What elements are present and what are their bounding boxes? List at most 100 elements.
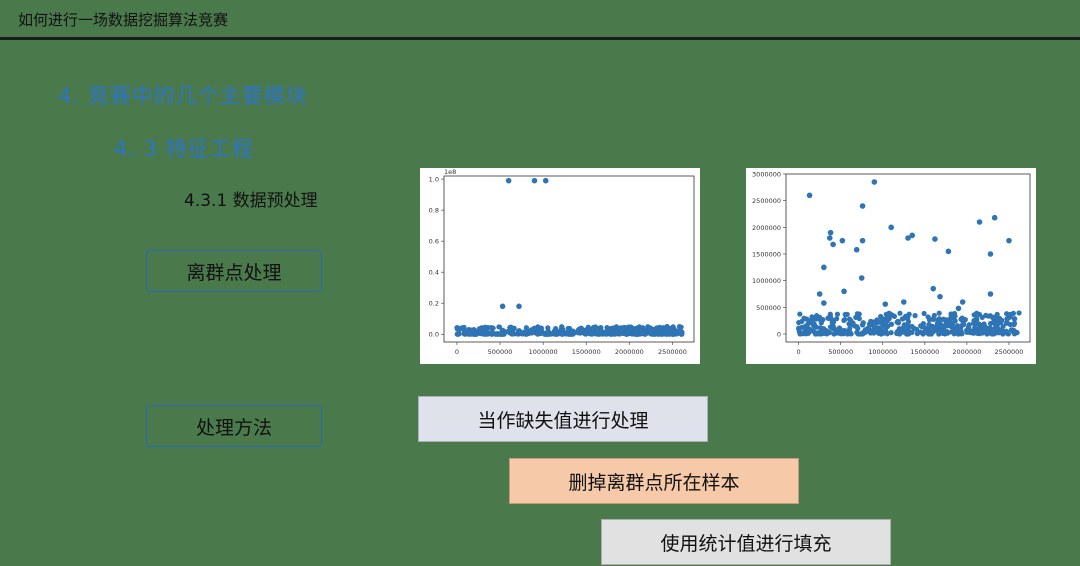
outlier-point [499,303,506,310]
data-point [499,331,506,337]
outlier-point [937,293,943,300]
outlier-point [859,237,866,244]
outlier-handling-label: 离群点处理 [186,261,282,284]
y-tick-label: 500000 [756,304,781,312]
outlier-point [516,303,522,310]
data-point [577,330,584,336]
data-point [905,331,911,337]
data-point [797,311,803,317]
y-tick-label: 0.6 [429,238,439,246]
data-point [542,331,548,337]
y-tick-label: 3000000 [752,171,781,179]
outlier-point [827,229,834,236]
data-point [1003,320,1010,326]
data-point [884,331,890,337]
y-tick-label: 2500000 [752,197,781,205]
data-point [834,311,841,317]
plot-frame [785,173,1031,343]
data-point [846,321,852,327]
data-point [473,331,480,337]
x-tick-label: 2000000 [952,348,981,356]
data-point [859,331,865,337]
y-tick-label: 2000000 [752,224,781,232]
outlier-point [959,299,966,305]
data-point [818,320,824,326]
method-fill-statistics: 使用统计值进行填充 [601,519,891,565]
data-point [906,311,912,317]
data-point [803,324,809,330]
y-tick-label: 0.8 [429,207,439,215]
outlier-point [991,214,998,221]
data-point [934,322,940,329]
x-tick-label: 2500000 [994,348,1023,356]
data-point [926,327,933,333]
data-point [976,321,982,327]
data-point [940,330,946,336]
data-point [661,325,667,331]
data-point [813,316,820,322]
data-point [827,324,834,330]
data-point [945,322,951,328]
header-divider [0,37,1080,40]
data-point [854,311,861,317]
data-point [585,324,591,330]
data-point [921,310,927,317]
data-point [909,329,915,336]
data-point [936,310,942,316]
data-point [938,322,944,328]
data-point [976,331,983,337]
outlier-point [888,224,894,231]
data-point [621,324,627,331]
data-point [796,326,802,332]
x-tick-label: 2000000 [615,348,644,356]
outlier-point [882,301,889,307]
data-point [960,320,966,326]
data-point [999,328,1006,334]
header-bar [0,0,1080,37]
plot-frame [443,175,695,343]
data-point [466,330,472,336]
outlier-point [841,288,847,295]
data-point [897,310,903,316]
y-tick-label: 1000000 [752,277,781,285]
data-point [559,324,565,330]
data-point [856,316,862,322]
subsection-heading: 4. 3 特征工程 [114,137,254,161]
data-point [937,317,943,324]
data-point [975,325,981,332]
data-point [985,328,991,335]
data-point [878,328,884,334]
x-tick-label: 1000000 [529,348,558,356]
method-label: 使用统计值进行填充 [660,532,832,555]
data-point [555,331,561,337]
data-point [990,331,996,337]
data-point [617,328,624,334]
data-point [999,317,1005,324]
data-point [948,329,955,335]
data-point [994,317,1000,323]
scatter-chart-millions-svg: 0 500000 1000000 1500000 2000000 2500000 0 5000… [752,171,1031,356]
data-point [926,322,932,328]
x-tick-label: 0 [455,348,459,356]
data-point [673,331,679,337]
data-point [607,326,613,332]
data-point [666,327,672,334]
data-point [936,331,942,337]
outlier-point [987,251,994,257]
x-tick-label: 2500000 [658,348,687,356]
data-point [952,325,958,332]
data-point [917,329,924,335]
data-point [612,331,618,337]
outlier-point [853,246,860,253]
topic-heading: 4.3.1 数据预处理 [184,191,318,211]
x-tick-label: 500000 [828,348,853,356]
data-point [1011,316,1017,322]
method-delete-samples: 删掉离群点所在样本 [509,458,799,504]
data-point [676,323,683,330]
data-point [821,327,827,333]
data-point [565,325,571,332]
x-tick-label: 1000000 [868,348,897,356]
outlier-point [542,177,549,184]
data-point [487,330,494,336]
x-tick-label: 0 [797,348,801,356]
